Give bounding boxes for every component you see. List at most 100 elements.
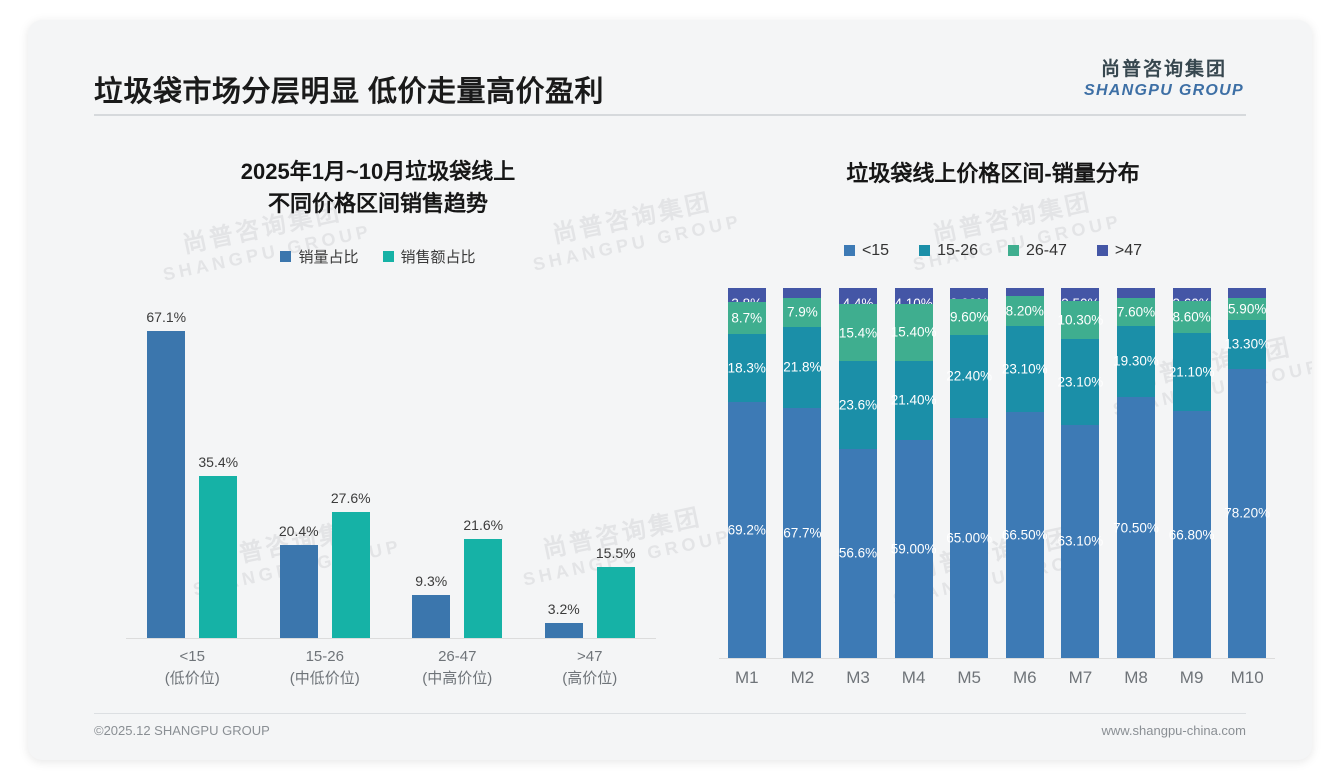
stack-segment-15-26[interactable]: 21.40%: [891, 360, 936, 440]
stack-segment-26-47[interactable]: 8.7%: [727, 302, 766, 335]
stack-segment-26-47[interactable]: 7.9%: [783, 297, 822, 327]
stack-segment-15-26[interactable]: 18.3%: [728, 334, 766, 402]
stack-segment-15[interactable]: 63.10%: [1057, 424, 1103, 658]
stacked-bar-column[interactable]: 2.20%8.20% 23.10% 66.50%: [1002, 288, 1048, 658]
right-chart-title: 垃圾袋线上价格区间-销量分布: [846, 161, 1140, 186]
x-axis-category-sub: (低价位): [164, 669, 220, 687]
stack-segment-15-26[interactable]: 21.10%: [1169, 333, 1214, 412]
stack-segment-26-47[interactable]: 15.40%: [891, 303, 936, 361]
stacked-bar-column[interactable]: 2.90%9.60% 22.40% 65.00%: [946, 288, 992, 658]
bar-amount[interactable]: [596, 567, 635, 638]
stack-segment-value-label: 8.60%: [1172, 309, 1211, 325]
legend-label: 26-47: [1026, 241, 1067, 259]
stack-segment-15-26[interactable]: 13.30%: [1224, 319, 1270, 369]
bar-value-label: 21.6%: [463, 517, 504, 533]
bar-volume[interactable]: [412, 595, 451, 638]
brand-logo: 尚普咨询集团 SHANGPU GROUP: [1084, 60, 1244, 99]
stack-segment-47[interactable]: 2.20%: [1006, 288, 1044, 311]
stack-segment-15[interactable]: 66.80%: [1169, 411, 1214, 658]
legend-item-amount[interactable]: 销售额占比: [382, 246, 476, 267]
stacked-bar-column[interactable]: 2.70%5.90% 13.30% 78.20%: [1224, 288, 1270, 658]
stack-segment-26-47[interactable]: 10.30%: [1057, 300, 1103, 340]
stack-segment-26-47[interactable]: 9.60%: [950, 299, 988, 335]
legend-item-gt47[interactable]: >47: [1096, 242, 1142, 260]
x-axis-month-label: M1: [734, 668, 759, 687]
bar-column[interactable]: 9.3%: [412, 318, 451, 638]
left-chart-title-line2: 不同价格区间销售趋势: [267, 190, 488, 216]
x-axis-category-sub: (中低价位): [289, 669, 360, 687]
stack-segment-47[interactable]: 2.90%: [950, 288, 988, 311]
stacked-bar-column[interactable]: 2.60%7.60% 19.30% 70.50%: [1113, 288, 1159, 658]
stack-segment-15-26[interactable]: 21.8%: [783, 326, 822, 408]
stacked-bar-column[interactable]: 3.60%8.60% 21.10% 66.80%: [1169, 288, 1214, 658]
stack-segment-value-label: 65.00%: [946, 530, 993, 546]
left-chart-legend: 销量占比 销售额占比: [68, 246, 688, 267]
stack-segment-47[interactable]: 3.50%: [1061, 288, 1100, 311]
right-chart-panel: 垃圾袋线上价格区间-销量分布 <15 15-26 26-47 >47 3.8%8…: [693, 128, 1293, 698]
stack-segment-47[interactable]: 4.10%: [894, 288, 933, 311]
bar-value-label: 15.5%: [595, 545, 636, 561]
bar-column[interactable]: 15.5%: [595, 318, 636, 638]
stack-segment-26-47[interactable]: 8.20%: [1006, 296, 1044, 327]
stack-segment-15-26[interactable]: 22.40%: [946, 334, 992, 418]
stack-segment-15-26[interactable]: 23.10%: [1057, 339, 1103, 425]
legend-item-volume[interactable]: 销量占比: [280, 246, 359, 267]
stack-segment-value-label: 23.10%: [1057, 374, 1104, 390]
legend-label: <15: [861, 241, 890, 259]
bar-volume[interactable]: [544, 623, 583, 638]
stack-segment-47[interactable]: 4.4%: [839, 288, 877, 311]
stack-segment-15[interactable]: 65.00%: [946, 417, 992, 658]
stack-segment-47[interactable]: 3.8%: [727, 288, 766, 311]
bar-column[interactable]: 21.6%: [463, 318, 504, 638]
stack-segment-15[interactable]: 78.20%: [1224, 368, 1270, 658]
stack-segment-15-26[interactable]: 23.10%: [1002, 326, 1048, 412]
stack-segment-15[interactable]: 69.2%: [728, 401, 766, 658]
stack-segment-47[interactable]: 3.60%: [1172, 288, 1211, 311]
stack-segment-value-label: 5.90%: [1228, 301, 1267, 317]
footer-copyright: ©2025.12 SHANGPU GROUP: [94, 723, 270, 738]
stack-segment-26-47[interactable]: 7.60%: [1117, 297, 1155, 326]
legend-item-15-26[interactable]: 15-26: [919, 242, 978, 260]
legend-item-26-47[interactable]: 26-47: [1008, 242, 1067, 260]
bar-value-label: 20.4%: [278, 523, 319, 539]
left-chart-panel: 2025年1月~10月垃圾袋线上 不同价格区间销售趋势 销量占比 销售额占比 6…: [68, 128, 688, 698]
x-axis-month-label: M9: [1179, 668, 1204, 687]
bar-group: 3.2% 15.5%: [536, 318, 644, 638]
stacked-bar-column[interactable]: 3.50%10.30% 23.10% 63.10%: [1057, 288, 1103, 658]
stack-segment-15[interactable]: 66.50%: [1002, 411, 1048, 658]
bar-column[interactable]: 27.6%: [331, 318, 371, 638]
stack-segment-47[interactable]: 2.60%: [1117, 288, 1155, 311]
stack-segment-value-label: 78.20%: [1224, 505, 1271, 521]
bar-amount[interactable]: [199, 476, 238, 638]
x-axis-category-main: 26-47: [438, 648, 477, 665]
stack-segment-15[interactable]: 59.00%: [891, 439, 936, 658]
stack-segment-26-47[interactable]: 8.60%: [1172, 301, 1211, 334]
stack-segment-47[interactable]: 2.70%: [1228, 288, 1266, 311]
stack-segment-26-47[interactable]: 5.90%: [1228, 297, 1267, 320]
stack-segment-26-47[interactable]: 15.4%: [839, 304, 877, 362]
stacked-bar-column[interactable]: 4.10% 15.40% 21.40% 59.00%: [891, 288, 936, 658]
stack-segment-15[interactable]: 67.7%: [783, 407, 822, 658]
stack-segment-value-label: 21.8%: [783, 359, 822, 375]
bar-column[interactable]: 20.4%: [278, 318, 319, 638]
stacked-bar-column[interactable]: 2.6%7.9% 21.8% 67.7%: [783, 288, 822, 658]
bar-volume[interactable]: [147, 331, 186, 638]
stacked-bar-column[interactable]: 4.4% 15.4% 23.6% 56.6%: [839, 288, 877, 658]
bar-column[interactable]: 35.4%: [198, 318, 239, 638]
stack-segment-15-26[interactable]: 19.30%: [1113, 325, 1159, 398]
bar-column[interactable]: 67.1%: [146, 309, 186, 638]
stack-segment-15-26[interactable]: 23.6%: [839, 361, 877, 449]
stack-segment-15[interactable]: 56.6%: [839, 448, 877, 658]
stack-segment-47[interactable]: 2.6%: [783, 288, 822, 311]
bar-amount[interactable]: [464, 539, 503, 638]
bar-column[interactable]: 3.2%: [544, 318, 583, 638]
slide-canvas: 尚普咨询集团 SHANGPU GROUP 尚普咨询集团 SHANGPU GROU…: [28, 20, 1312, 760]
stacked-bar-column[interactable]: 3.8%8.7% 18.3% 69.2%: [728, 288, 766, 658]
bar-value-label: 35.4%: [198, 454, 239, 470]
stack-segment-15[interactable]: 70.50%: [1113, 397, 1159, 658]
footer-website[interactable]: www.shangpu-china.com: [1101, 723, 1246, 738]
x-axis-category-sub: (高价位): [562, 669, 618, 687]
bar-volume[interactable]: [279, 545, 318, 638]
bar-amount[interactable]: [331, 512, 370, 638]
legend-item-lt15[interactable]: <15: [843, 241, 890, 260]
